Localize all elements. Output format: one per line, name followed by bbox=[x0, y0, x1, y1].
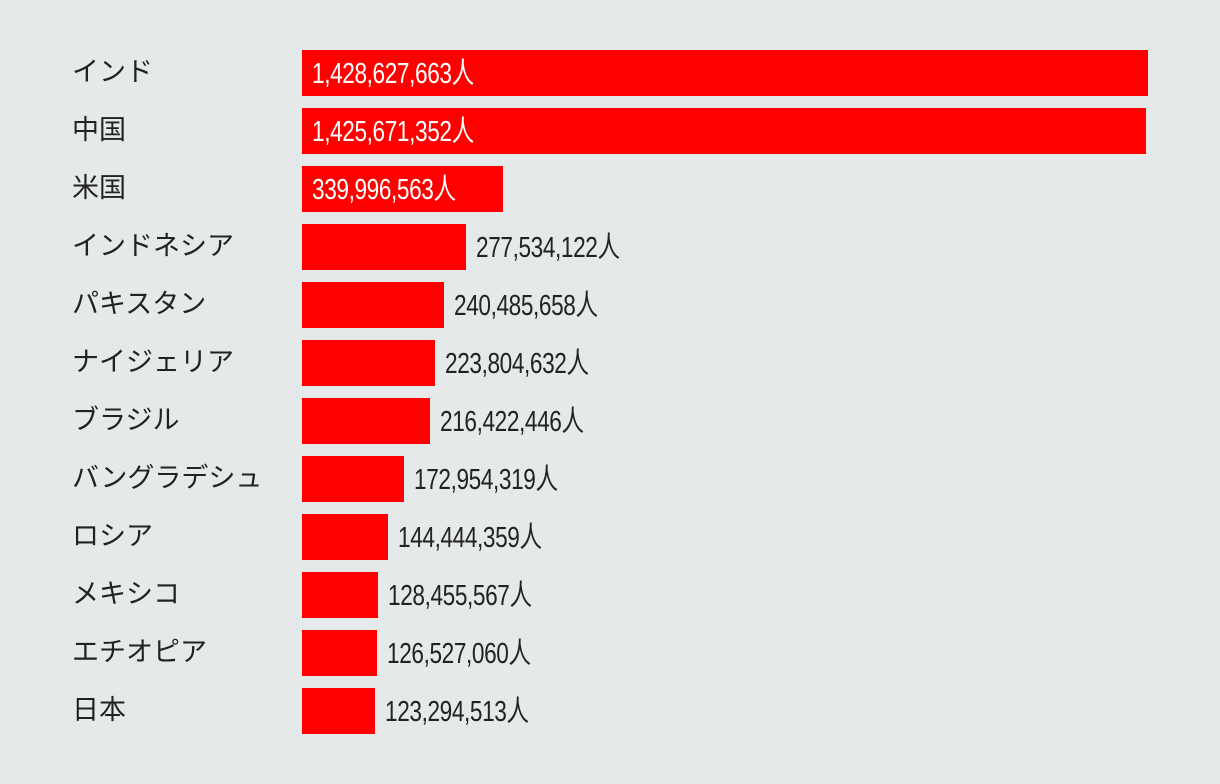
bar bbox=[302, 50, 1148, 96]
bar bbox=[302, 108, 1146, 154]
value-label: 126,527,060人 bbox=[387, 638, 531, 670]
value-label: 216,422,446人 bbox=[440, 406, 584, 438]
bar bbox=[302, 514, 388, 560]
value-label: 144,444,359人 bbox=[398, 522, 542, 554]
category-label: ブラジル bbox=[72, 405, 180, 436]
category-label: 中国 bbox=[72, 115, 126, 146]
bar bbox=[302, 398, 430, 444]
value-label: 1,425,671,352人 bbox=[312, 116, 474, 148]
bar bbox=[302, 224, 466, 270]
bar bbox=[302, 630, 377, 676]
category-label: 日本 bbox=[72, 695, 126, 726]
category-label: インド bbox=[72, 57, 153, 88]
value-label: 223,804,632人 bbox=[445, 348, 589, 380]
category-label: ロシア bbox=[72, 521, 153, 552]
value-label: 240,485,658人 bbox=[454, 290, 598, 322]
bar bbox=[302, 572, 378, 618]
value-label: 128,455,567人 bbox=[388, 580, 532, 612]
category-label: 米国 bbox=[72, 173, 126, 204]
category-label: ナイジェリア bbox=[72, 347, 234, 378]
bar bbox=[302, 282, 444, 328]
bar bbox=[302, 340, 435, 386]
value-label: 123,294,513人 bbox=[385, 696, 529, 728]
value-label: 277,534,122人 bbox=[476, 232, 620, 264]
category-label: メキシコ bbox=[72, 579, 180, 610]
category-label: インドネシア bbox=[72, 231, 234, 262]
value-label: 172,954,319人 bbox=[414, 464, 558, 496]
bar bbox=[302, 166, 503, 212]
category-label: パキスタン bbox=[72, 289, 207, 320]
category-label: エチオピア bbox=[72, 637, 207, 668]
bar bbox=[302, 456, 404, 502]
value-label: 1,428,627,663人 bbox=[312, 58, 474, 90]
value-label: 339,996,563人 bbox=[312, 174, 456, 206]
bar bbox=[302, 688, 375, 734]
category-label: バングラデシュ bbox=[72, 463, 263, 494]
